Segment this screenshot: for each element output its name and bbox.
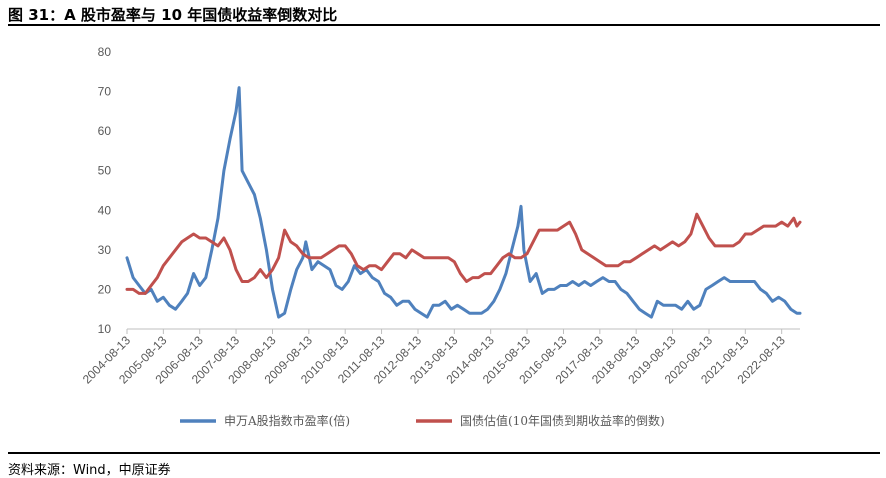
y-tick-label: 20 xyxy=(98,282,112,296)
y-tick-label: 30 xyxy=(98,243,112,257)
chart-series xyxy=(125,86,802,319)
legend-label-1: 申万A股指数市盈率(倍) xyxy=(224,413,350,428)
legend-label-2: 国债估值(10年国债到期收益率的倒数) xyxy=(460,413,665,428)
figure-title: 图 31：A 股市盈率与 10 年国债收益率倒数对比 xyxy=(8,6,338,24)
series-line-1 xyxy=(125,86,802,319)
source-note: 资料来源：Wind，中原证券 xyxy=(8,463,171,478)
y-tick-label: 40 xyxy=(98,203,112,217)
title-rule xyxy=(8,24,880,26)
chart-legend: 申万A股指数市盈率(倍) 国债估值(10年国债到期收益率的倒数) xyxy=(180,413,665,428)
y-tick-label: 80 xyxy=(98,45,112,59)
chart-axes: 10203040506070802004-08-132005-08-132006… xyxy=(80,45,800,387)
source-rule xyxy=(8,452,880,454)
y-tick-label: 70 xyxy=(98,85,112,99)
y-tick-label: 60 xyxy=(98,124,112,138)
y-tick-label: 50 xyxy=(98,164,112,178)
y-tick-label: 10 xyxy=(98,322,112,336)
series-line-2 xyxy=(125,212,802,295)
